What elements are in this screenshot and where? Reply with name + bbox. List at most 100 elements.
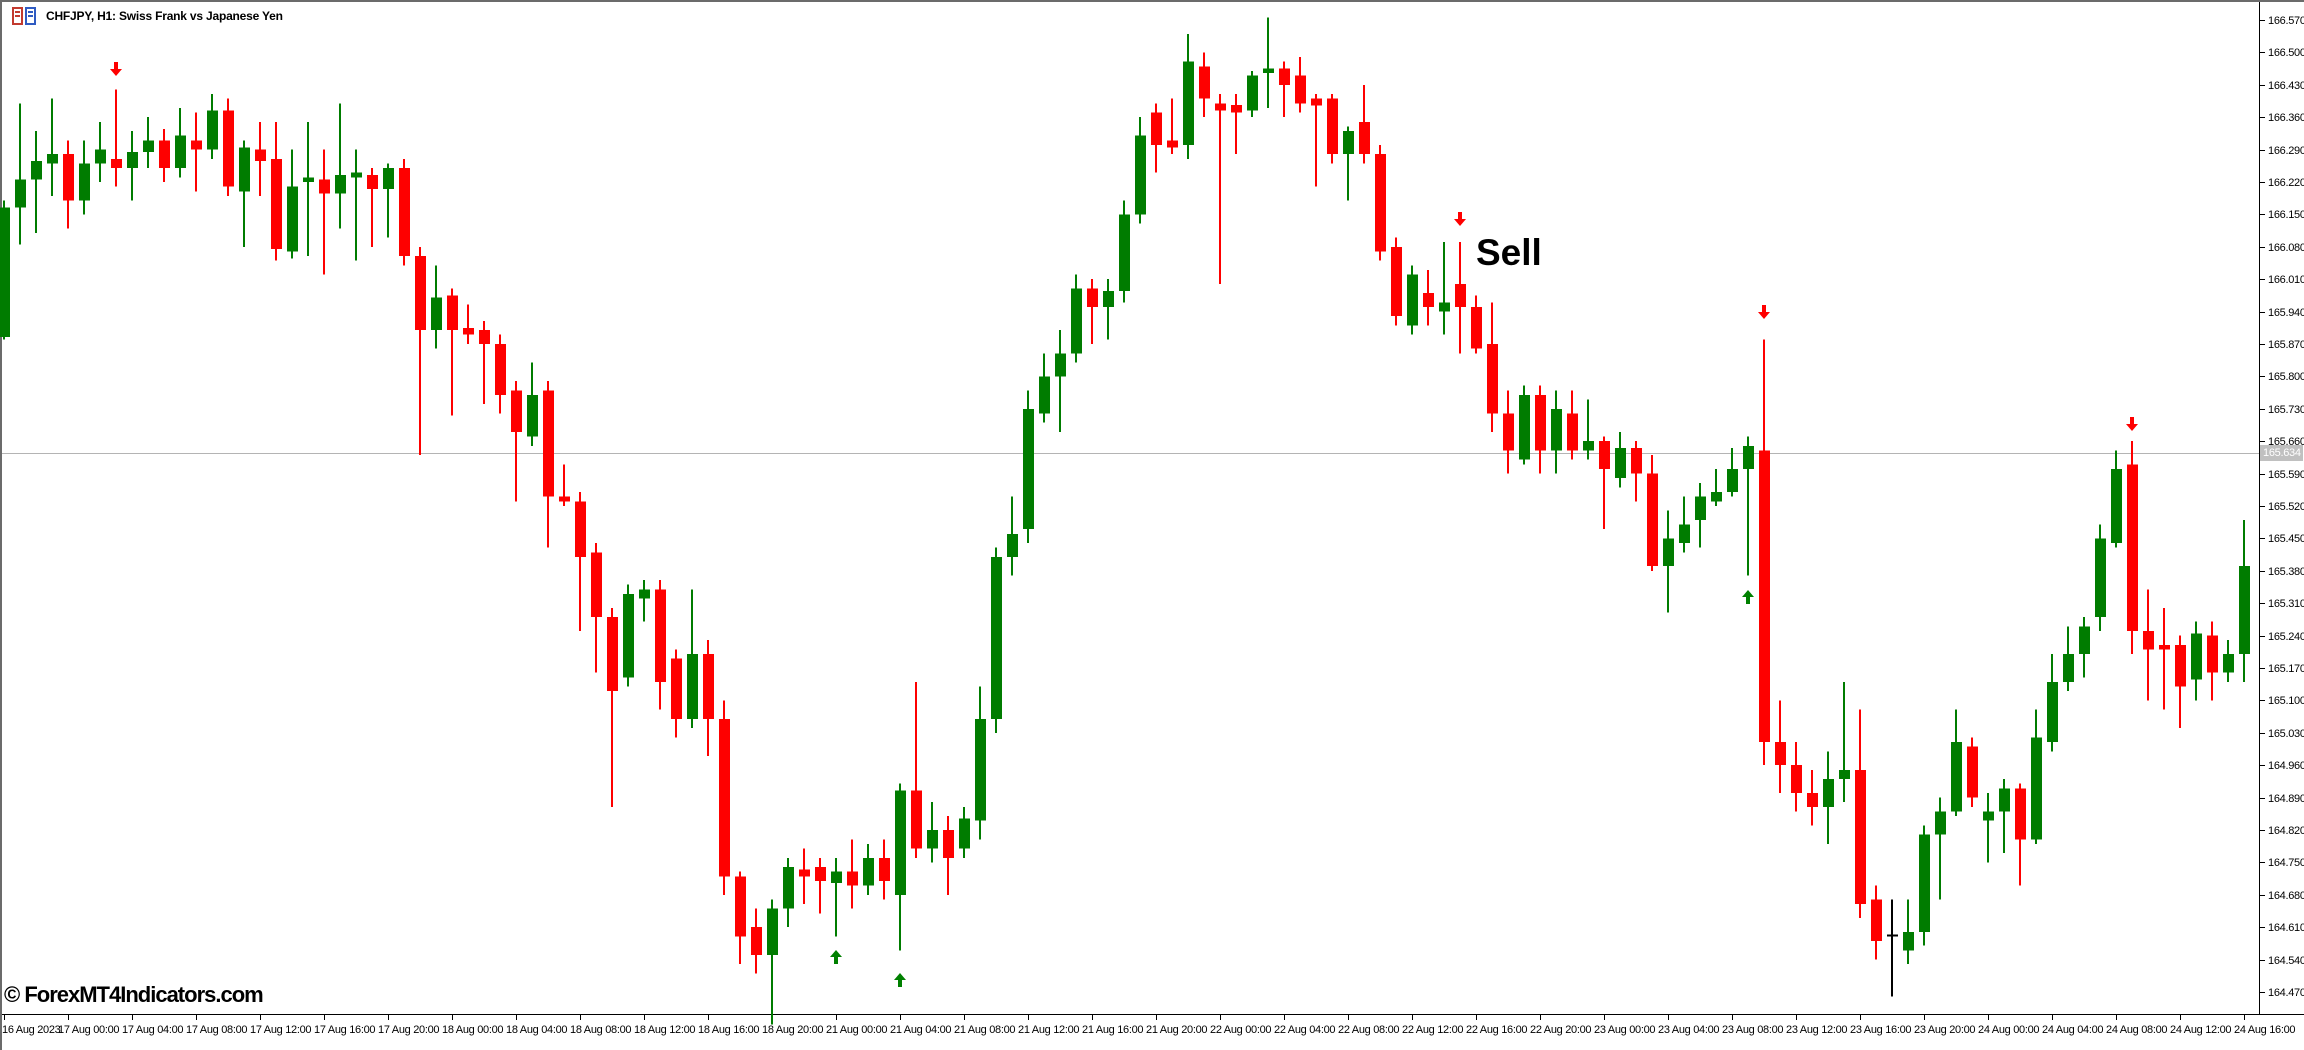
candle-body xyxy=(1775,742,1786,766)
time-axis-label: 16 Aug 2023 xyxy=(2,1024,61,1036)
candle-body xyxy=(383,168,394,189)
sell-arrow-icon[interactable] xyxy=(1454,212,1466,226)
candle xyxy=(1455,242,1466,354)
price-axis-label: 164.890 xyxy=(2268,793,2304,805)
candle-body xyxy=(1167,140,1178,148)
candle xyxy=(159,128,170,182)
candle-body xyxy=(1727,468,1738,493)
candle xyxy=(671,649,682,738)
candle-wick xyxy=(611,607,613,807)
time-axis-label: 22 Aug 08:00 xyxy=(1338,1024,1399,1036)
candle xyxy=(2207,621,2218,701)
candle xyxy=(111,89,122,187)
time-axis-label: 17 Aug 04:00 xyxy=(122,1024,183,1036)
time-axis-label: 21 Aug 16:00 xyxy=(1082,1024,1143,1036)
candle xyxy=(95,121,106,182)
candle xyxy=(879,839,890,900)
candle-body xyxy=(975,718,986,821)
candle-wick xyxy=(563,464,565,506)
candle-body xyxy=(79,163,90,201)
price-axis-label: 165.100 xyxy=(2268,695,2304,707)
candle xyxy=(1967,737,1978,807)
price-axis-label: 165.590 xyxy=(2268,469,2304,481)
candle-body xyxy=(159,140,170,169)
candle-body xyxy=(735,876,746,937)
candle xyxy=(2031,709,2042,844)
candle-body xyxy=(2015,788,2026,840)
candle-body xyxy=(527,394,538,437)
candle xyxy=(447,288,458,416)
buy-arrow-icon[interactable] xyxy=(830,950,842,964)
candle xyxy=(1391,237,1402,326)
candle xyxy=(2175,635,2186,729)
candle xyxy=(2047,654,2058,752)
candle-body xyxy=(335,175,346,194)
candle xyxy=(1999,779,2010,854)
candle-body xyxy=(1679,524,1690,544)
price-axis-label: 165.380 xyxy=(2268,566,2304,578)
candle xyxy=(1119,200,1130,303)
candle xyxy=(2159,607,2170,710)
candle-body xyxy=(815,867,826,881)
candle-body xyxy=(1007,533,1018,557)
sell-arrow-icon[interactable] xyxy=(110,62,122,76)
chart-title-bar: CHFJPY, H1: Swiss Frank vs Japanese Yen xyxy=(12,5,283,27)
candle-wick xyxy=(115,89,117,187)
candle-body xyxy=(2031,737,2042,840)
watermark-text: © ForexMT4Indicators.com xyxy=(4,982,264,1007)
candle xyxy=(799,848,810,905)
candle-wick xyxy=(2003,779,2005,854)
candle xyxy=(1679,496,1690,553)
candle xyxy=(783,857,794,928)
candle-body xyxy=(2095,538,2106,618)
candle-body xyxy=(1967,746,1978,798)
candle xyxy=(767,899,778,1025)
candle-body xyxy=(1759,450,1770,743)
candle-body xyxy=(2223,654,2234,673)
candle xyxy=(1583,399,1594,460)
candle-body xyxy=(127,151,138,169)
candle-body xyxy=(687,654,698,719)
candle-wick xyxy=(1715,468,1717,506)
candle xyxy=(735,871,746,965)
candle xyxy=(479,320,490,405)
candle-body xyxy=(1087,288,1098,307)
candle-wick xyxy=(1107,279,1109,340)
candle-body xyxy=(1391,246,1402,317)
buy-arrow-icon[interactable] xyxy=(894,973,906,987)
candle xyxy=(127,131,138,201)
candle-body xyxy=(1855,769,1866,905)
candle-body xyxy=(47,154,58,164)
candle-body xyxy=(1439,302,1450,312)
candle xyxy=(431,265,442,349)
candle-body xyxy=(847,871,858,886)
candle-wick xyxy=(771,899,773,1025)
candle xyxy=(895,783,906,951)
buy-arrow-icon[interactable] xyxy=(1742,590,1754,604)
candle xyxy=(1343,126,1354,201)
candle xyxy=(751,908,762,974)
sell-arrow-icon[interactable] xyxy=(1758,305,1770,319)
candle-body xyxy=(671,658,682,719)
candle-body xyxy=(1919,834,1930,932)
sell-arrow-icon[interactable] xyxy=(2126,417,2138,431)
time-axis-label: 18 Aug 00:00 xyxy=(442,1024,503,1036)
candle-wick xyxy=(51,98,53,196)
candle xyxy=(2079,617,2090,678)
candle-body xyxy=(1807,792,1818,807)
candle-body xyxy=(1151,112,1162,145)
candle xyxy=(1439,242,1450,335)
candle-body xyxy=(1471,306,1482,349)
candle xyxy=(1631,441,1642,502)
candle-body xyxy=(1903,931,1914,951)
candle xyxy=(1183,33,1194,159)
sell-annotation-label[interactable]: Sell xyxy=(1476,232,1542,273)
candle xyxy=(2223,640,2234,682)
current-price-tag: 165.634 xyxy=(2260,445,2303,461)
price-axis-label: 164.470 xyxy=(2268,987,2304,999)
candle-body xyxy=(895,790,906,895)
candle xyxy=(687,589,698,729)
candle xyxy=(1855,709,1866,918)
candle-body xyxy=(287,186,298,252)
